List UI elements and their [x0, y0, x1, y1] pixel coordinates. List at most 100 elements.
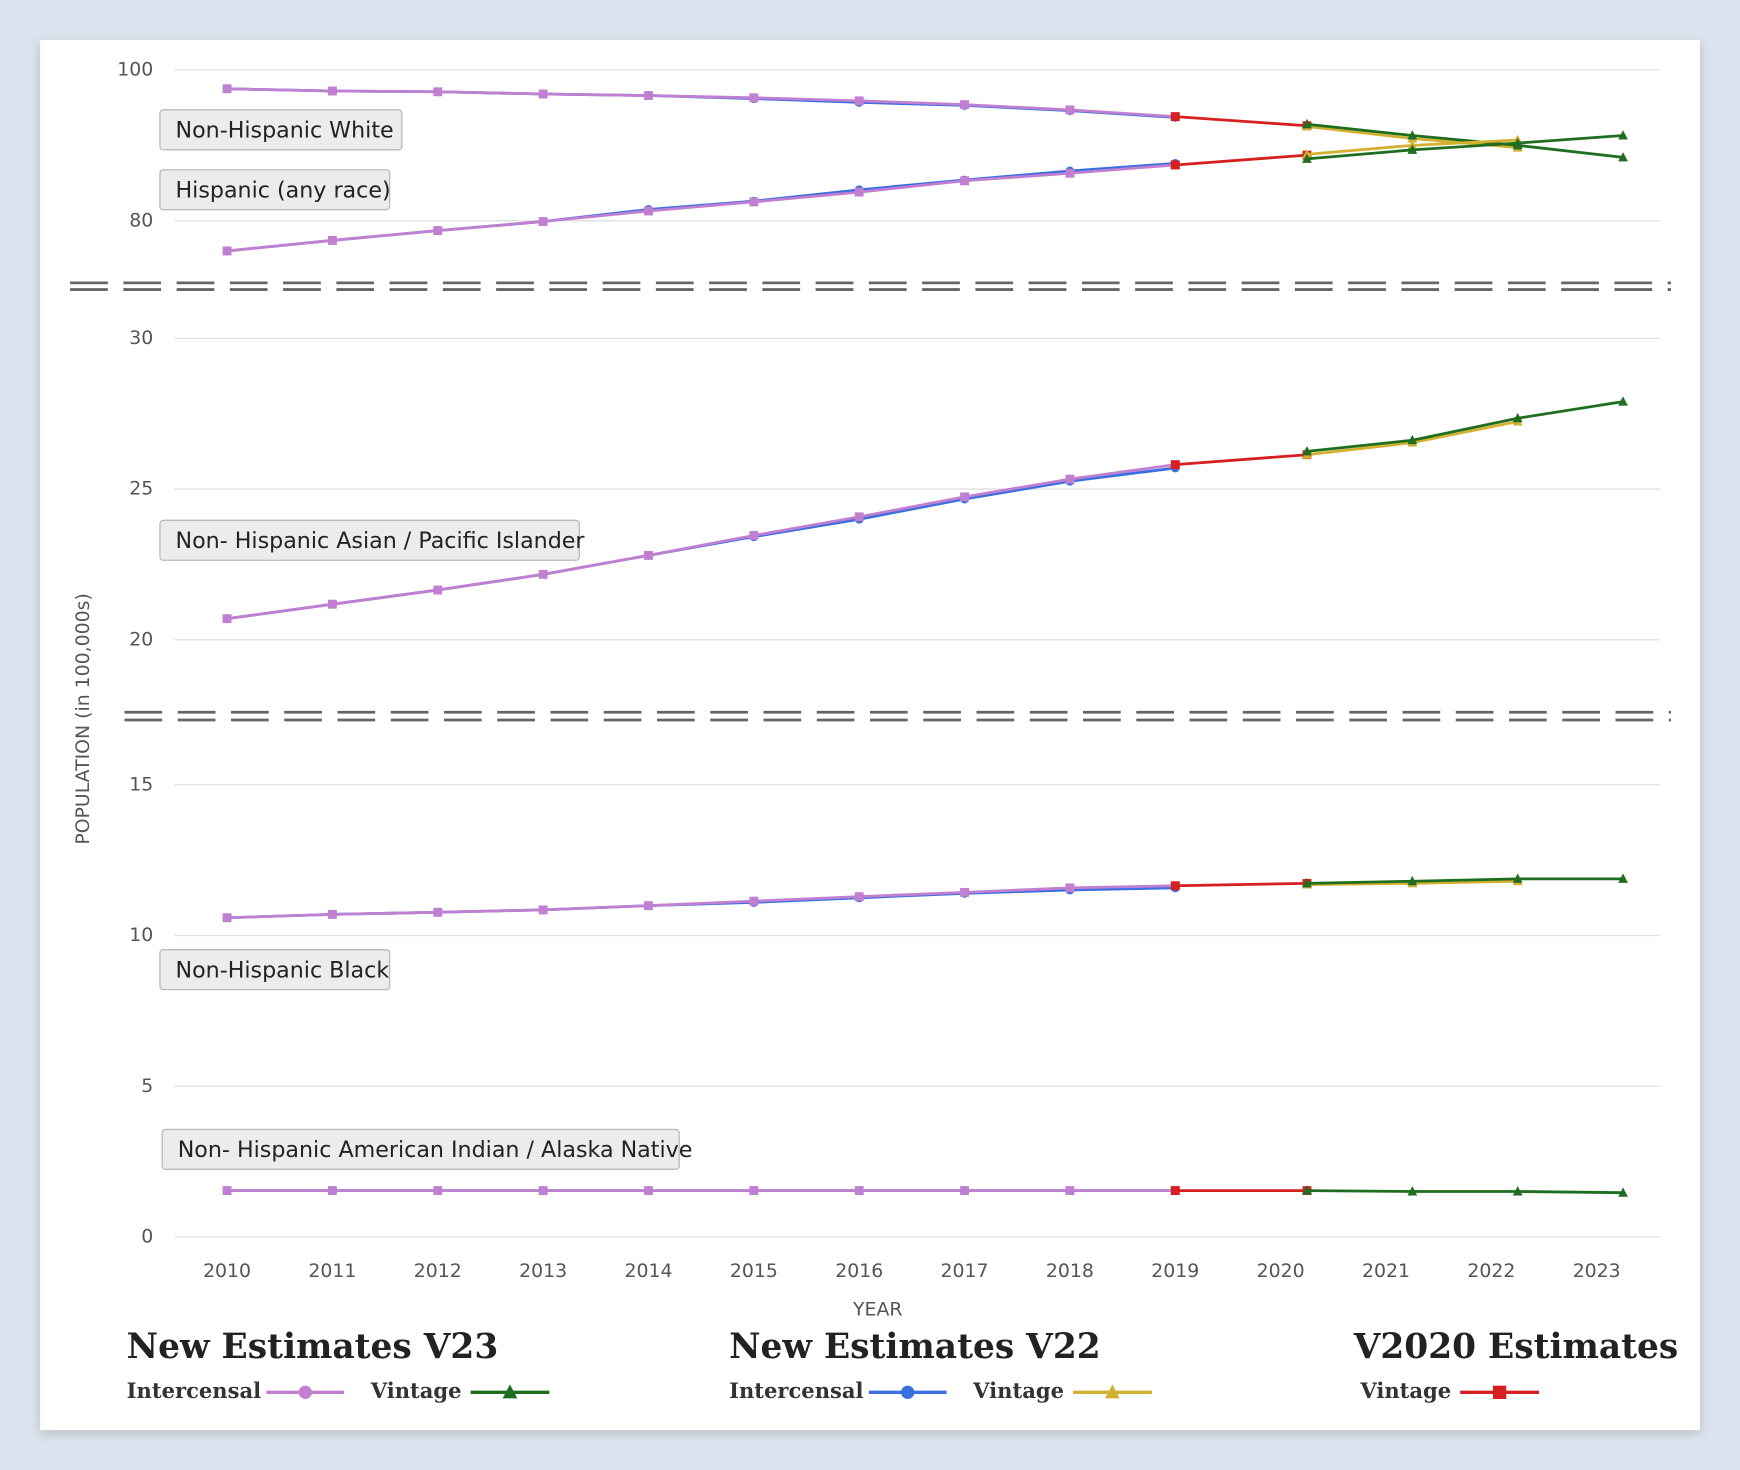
data-point: [1407, 875, 1418, 886]
data-point: [433, 585, 443, 595]
data-point: [1512, 412, 1523, 423]
y-tick-label: 100: [117, 58, 153, 80]
data-point: [433, 226, 443, 236]
series-line: [1175, 453, 1308, 467]
data-point: [960, 887, 969, 897]
data-point: [1512, 873, 1523, 883]
y-tick-label: 25: [129, 478, 153, 500]
data-point: [644, 1186, 653, 1196]
data-point: [749, 93, 759, 103]
legend-label: Intercensal: [729, 1378, 863, 1403]
x-tick-label: 2016: [835, 1260, 883, 1282]
series-line: [1306, 1189, 1624, 1195]
series-line: [1175, 881, 1307, 888]
series-line: [1306, 400, 1624, 453]
data-point: [960, 176, 969, 186]
data-point: [1170, 881, 1180, 891]
data-point: [1618, 873, 1628, 883]
x-tick-label: 2013: [519, 1260, 567, 1282]
series-line: [1306, 122, 1624, 159]
x-tick-label: 2010: [203, 1260, 251, 1282]
legend-label: Vintage: [972, 1378, 1064, 1403]
x-tick-label: 2011: [308, 1260, 356, 1282]
label-box: [159, 169, 391, 211]
x-tick-label: 2023: [1573, 1260, 1621, 1282]
series-line: [227, 87, 1176, 119]
label-box: [159, 949, 391, 991]
series: [1302, 1185, 1628, 1197]
data-point: [1407, 130, 1418, 140]
series-label: Non- Hispanic American Indian / Alaska N…: [178, 1137, 693, 1163]
data-point: [1512, 1186, 1523, 1196]
data-point: [854, 96, 864, 106]
data-point: [222, 913, 232, 923]
label-box: [159, 519, 580, 561]
legend-label: Vintage: [1359, 1378, 1451, 1403]
data-point: [644, 901, 653, 911]
x-tick-label: 2017: [941, 1260, 989, 1282]
data-point: [538, 1186, 548, 1196]
y-tick-label: 20: [129, 628, 153, 650]
series-line: [1306, 134, 1624, 161]
data-point: [433, 1186, 443, 1196]
x-tick-label: 2019: [1151, 1260, 1199, 1282]
y-tick-label: 0: [141, 1226, 153, 1248]
data-point: [1407, 144, 1418, 154]
data-point: [1302, 878, 1312, 888]
data-point: [854, 1186, 864, 1196]
series-label: Hispanic (any race): [175, 177, 390, 203]
data-point: [1302, 1185, 1312, 1195]
data-point: [1065, 474, 1075, 484]
data-point: [960, 1186, 969, 1196]
data-point: [749, 1186, 759, 1196]
series: [222, 160, 1180, 256]
series: [1302, 873, 1628, 888]
x-axis-label: YEAR: [852, 1299, 902, 1321]
series: [1302, 396, 1628, 456]
data-point: [1618, 396, 1628, 406]
series-label: Non-Hispanic Black: [175, 957, 389, 983]
legend-title: V2020 Estimates: [1353, 1327, 1679, 1367]
data-point: [1302, 118, 1312, 129]
x-tick-label: 2020: [1257, 1260, 1305, 1282]
data-point: [644, 550, 653, 560]
data-point: [327, 235, 337, 245]
data-point: [222, 614, 232, 624]
data-point: [1618, 152, 1628, 162]
data-point: [1407, 1186, 1418, 1196]
series: [222, 84, 1180, 122]
series-label: Non- Hispanic Asian / Pacific Islander: [175, 528, 585, 554]
data-point: [1618, 1187, 1628, 1197]
data-point: [1065, 1186, 1075, 1196]
legend-marker: [1105, 1384, 1120, 1399]
data-point: [644, 91, 653, 100]
axis-break: [70, 281, 1672, 722]
data-point: [1302, 446, 1312, 456]
data-point: [644, 206, 653, 216]
data-point: [222, 246, 232, 256]
data-point: [1512, 137, 1523, 148]
data-point: [327, 599, 337, 609]
data-point: [854, 187, 864, 197]
series-line: [1306, 877, 1624, 885]
data-point: [749, 896, 759, 906]
data-point: [1065, 883, 1075, 893]
data-point: [433, 907, 443, 917]
legend-title: New Estimates V23: [127, 1327, 499, 1367]
data-point: [960, 100, 969, 110]
data-point: [222, 1186, 232, 1196]
data-point: [538, 217, 548, 226]
series: [1302, 130, 1628, 163]
data-point: [854, 512, 864, 522]
y-tick-label: 10: [129, 924, 153, 946]
data-point: [1065, 105, 1075, 115]
series: [222, 1186, 1180, 1196]
legend-label: Vintage: [370, 1378, 462, 1403]
y-tick-label: 30: [129, 327, 153, 349]
x-tick-label: 2014: [624, 1260, 672, 1282]
series-line: [226, 463, 1176, 621]
y-tick-label: 5: [141, 1075, 153, 1097]
series-line: [227, 884, 1176, 920]
data-point: [1407, 434, 1418, 445]
